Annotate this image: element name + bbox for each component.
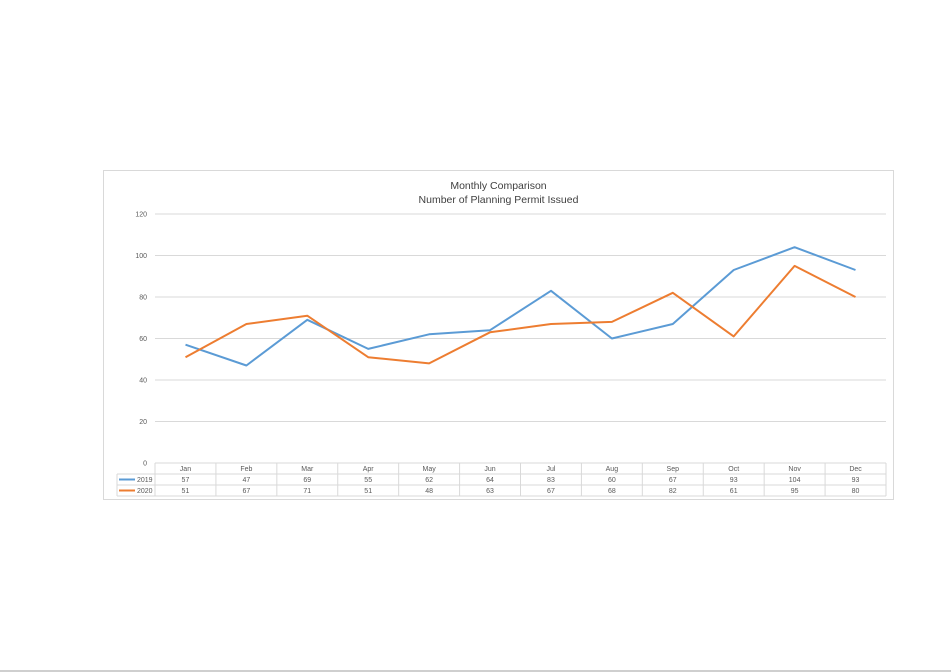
- data-table-value: 47: [242, 477, 250, 484]
- x-tick-label: May: [423, 466, 437, 473]
- data-table-value: 82: [669, 488, 677, 495]
- data-table-value: 68: [608, 488, 616, 495]
- data-table-value: 95: [791, 488, 799, 495]
- x-tick-label: Nov: [788, 466, 801, 473]
- y-tick-label: 0: [143, 461, 147, 468]
- x-tick-label: Jan: [180, 466, 191, 473]
- x-tick-label: Apr: [363, 466, 375, 473]
- y-tick-label: 100: [135, 253, 147, 260]
- x-tick-label: Sep: [667, 466, 680, 473]
- data-table-value: 80: [852, 488, 860, 495]
- y-tick-label: 120: [135, 212, 147, 219]
- series-line-2019: [185, 246, 856, 367]
- series-line-2020: [185, 264, 856, 365]
- data-table-value: 60: [608, 477, 616, 484]
- line-chart: 0 20 40 60 80 100 120 Jan Feb Mar Apr May Jun Jul Aug S…: [116, 212, 887, 497]
- x-tick-label: Feb: [240, 466, 252, 473]
- y-tick-label: 40: [139, 378, 147, 385]
- data-table-value: 69: [303, 477, 311, 484]
- data-table-value: 67: [547, 488, 555, 495]
- chart-area: Monthly Comparison Number of Planning Pe…: [103, 170, 894, 500]
- data-table-value: 63: [486, 488, 494, 495]
- chart-title: Monthly Comparison: [450, 180, 547, 192]
- data-table-value: 61: [730, 488, 738, 495]
- legend-label: 2020: [137, 488, 153, 495]
- chart-subtitle: Number of Planning Permit Issued: [418, 194, 579, 206]
- data-table-value: 104: [789, 477, 801, 484]
- data-table-value: 62: [425, 477, 433, 484]
- data-table-value: 83: [547, 477, 555, 484]
- page-bottom-border: [0, 670, 951, 672]
- data-table-value: 67: [242, 488, 250, 495]
- data-table-value: 51: [182, 488, 190, 495]
- y-tick-label: 20: [139, 419, 147, 426]
- x-tick-label: Aug: [606, 466, 619, 473]
- x-tick-label: Jun: [484, 466, 495, 473]
- y-tick-label: 80: [139, 295, 147, 302]
- data-table-value: 71: [303, 488, 311, 495]
- data-table-value: 64: [486, 477, 494, 484]
- data-table-value: 67: [669, 477, 677, 484]
- x-tick-label: Jul: [546, 466, 555, 473]
- x-tick-label: Dec: [849, 466, 862, 473]
- legend-label: 2019: [137, 477, 153, 484]
- data-table-value: 57: [182, 477, 190, 484]
- x-tick-label: Mar: [301, 466, 314, 473]
- data-table-value: 93: [730, 477, 738, 484]
- data-table-value: 48: [425, 488, 433, 495]
- data-table-value: 55: [364, 477, 372, 484]
- x-tick-label: Oct: [728, 466, 739, 473]
- y-tick-label: 60: [139, 336, 147, 343]
- data-table-value: 93: [852, 477, 860, 484]
- data-table-value: 51: [364, 488, 372, 495]
